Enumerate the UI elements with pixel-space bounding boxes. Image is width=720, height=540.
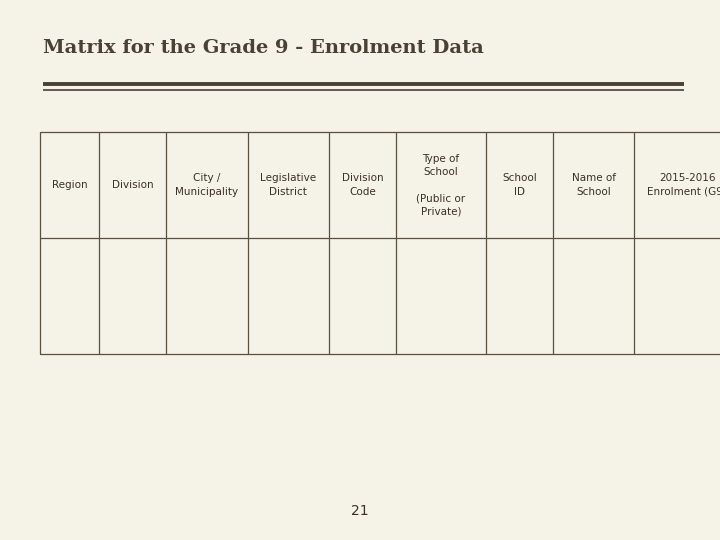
Text: City /
Municipality: City / Municipality <box>176 173 238 197</box>
Text: 2015-2016
Enrolment (G9): 2015-2016 Enrolment (G9) <box>647 173 720 197</box>
Text: Matrix for the Grade 9 - Enrolment Data: Matrix for the Grade 9 - Enrolment Data <box>43 39 484 57</box>
Text: Name of
School: Name of School <box>572 173 616 197</box>
Text: Region: Region <box>52 180 87 190</box>
Text: Division
Code: Division Code <box>342 173 383 197</box>
Text: Division: Division <box>112 180 153 190</box>
Text: 21: 21 <box>351 504 369 518</box>
Text: Type of
School

(Public or
Private): Type of School (Public or Private) <box>416 153 466 217</box>
Text: School
ID: School ID <box>502 173 537 197</box>
Text: Legislative
District: Legislative District <box>261 173 316 197</box>
Bar <box>40 132 720 354</box>
